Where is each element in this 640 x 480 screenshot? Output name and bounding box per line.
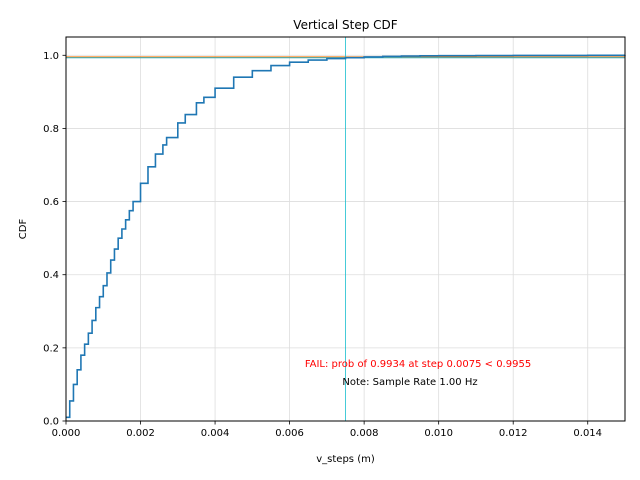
chart-title: Vertical Step CDF <box>293 18 397 32</box>
sample-rate-note: Note: Sample Rate 1.00 Hz <box>342 377 477 388</box>
y-tick-label: 1.0 <box>43 51 59 62</box>
x-tick-label: 0.006 <box>275 428 304 439</box>
x-axis-label: v_steps (m) <box>316 454 375 465</box>
y-tick-label: 0.8 <box>43 124 59 135</box>
x-tick-label: 0.010 <box>424 428 453 439</box>
x-tick-label: 0.002 <box>126 428 155 439</box>
x-tick-label: 0.004 <box>201 428 230 439</box>
y-tick-label: 0.6 <box>43 197 59 208</box>
x-tick-label: 0.000 <box>52 428 81 439</box>
y-axis-label: CDF <box>18 219 29 240</box>
plot-frame <box>65 36 626 422</box>
fail-annotation: FAIL: prob of 0.9934 at step 0.0075 < 0.… <box>305 359 531 370</box>
x-tick-label: 0.008 <box>350 428 379 439</box>
x-tick-label: 0.012 <box>499 428 528 439</box>
series-layer <box>66 54 626 419</box>
cdf-series-line <box>66 54 626 419</box>
y-tick-label: 0.0 <box>43 417 59 428</box>
x-tick-label: 0.014 <box>573 428 602 439</box>
x-axis-ticks: 0.000 0.002 0.004 0.006 0.008 0.010 0.012 0.014 <box>52 421 602 439</box>
y-tick-label: 0.2 <box>43 343 59 354</box>
y-axis-ticks: 0.0 0.2 0.4 0.6 0.8 1.0 <box>43 51 66 428</box>
y-tick-label: 0.4 <box>43 270 59 281</box>
